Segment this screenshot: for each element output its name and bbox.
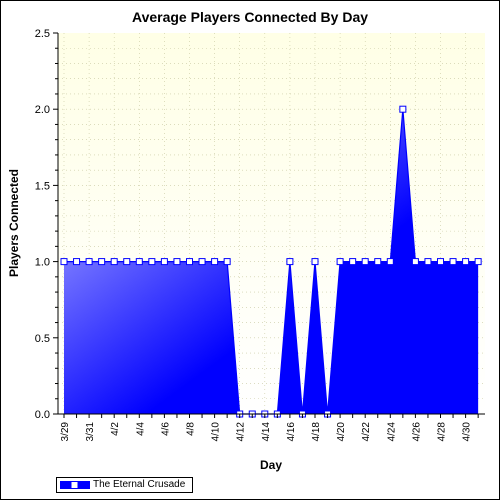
- x-tick-label: 4/28: [437, 422, 448, 442]
- x-tick-label: 4/4: [135, 422, 146, 436]
- x-tick-label: 4/26: [411, 422, 422, 442]
- data-point: [73, 258, 81, 266]
- data-point: [374, 258, 382, 266]
- x-tick-label: 4/6: [160, 422, 171, 436]
- data-point: [399, 105, 407, 113]
- x-tick-label: 4/18: [311, 422, 322, 442]
- data-point: [311, 258, 319, 266]
- x-tick-label: 3/31: [85, 422, 96, 442]
- x-tick-label: 4/14: [261, 422, 272, 442]
- data-point: [123, 258, 131, 266]
- data-point: [85, 258, 93, 266]
- data-point: [437, 258, 444, 266]
- y-tick-label: 0.0: [35, 409, 50, 421]
- legend: The Eternal Crusade: [56, 477, 193, 493]
- legend-swatch: [60, 481, 90, 489]
- x-tick-label: 4/8: [186, 422, 197, 436]
- chart-title: Average Players Connected By Day: [131, 9, 369, 25]
- series-area: [64, 109, 479, 414]
- x-tick-label: 4/12: [236, 422, 247, 442]
- y-tick-label: 2.0: [35, 104, 50, 116]
- x-tick-label: 4/22: [361, 422, 372, 442]
- y-tick-label: 0.5: [35, 333, 50, 345]
- legend-label: The Eternal Crusade: [93, 479, 186, 490]
- x-tick-label: 4/20: [336, 422, 347, 442]
- data-point: [361, 258, 369, 266]
- data-point: [349, 258, 357, 266]
- x-tick-label: 4/16: [286, 422, 297, 442]
- data-point: [110, 258, 118, 266]
- y-tick-label: 2.5: [35, 28, 50, 40]
- data-point: [336, 258, 344, 266]
- y-tick-label: 1.5: [35, 180, 50, 192]
- data-point: [411, 258, 419, 266]
- x-tick-label: 3/29: [60, 422, 71, 442]
- data-point: [135, 258, 143, 266]
- x-tick-label: 4/2: [110, 422, 121, 436]
- data-point: [173, 258, 181, 266]
- data-point: [160, 258, 168, 266]
- x-tick-label: 4/30: [462, 422, 473, 442]
- data-point: [462, 258, 470, 266]
- x-tick-label: 4/24: [386, 422, 397, 442]
- data-point: [474, 258, 482, 266]
- data-point: [223, 258, 231, 266]
- data-point: [449, 258, 457, 266]
- data-point: [211, 258, 219, 266]
- data-point: [60, 258, 68, 266]
- data-point: [424, 258, 432, 266]
- data-point: [186, 258, 193, 266]
- data-point: [286, 258, 294, 266]
- y-tick-label: 1.0: [35, 257, 50, 269]
- data-point: [148, 258, 156, 266]
- data-point: [386, 258, 394, 266]
- x-tick-label: 4/10: [211, 422, 222, 442]
- x-axis-label: Day: [259, 458, 283, 472]
- data-point: [198, 258, 206, 266]
- data-point: [98, 258, 106, 266]
